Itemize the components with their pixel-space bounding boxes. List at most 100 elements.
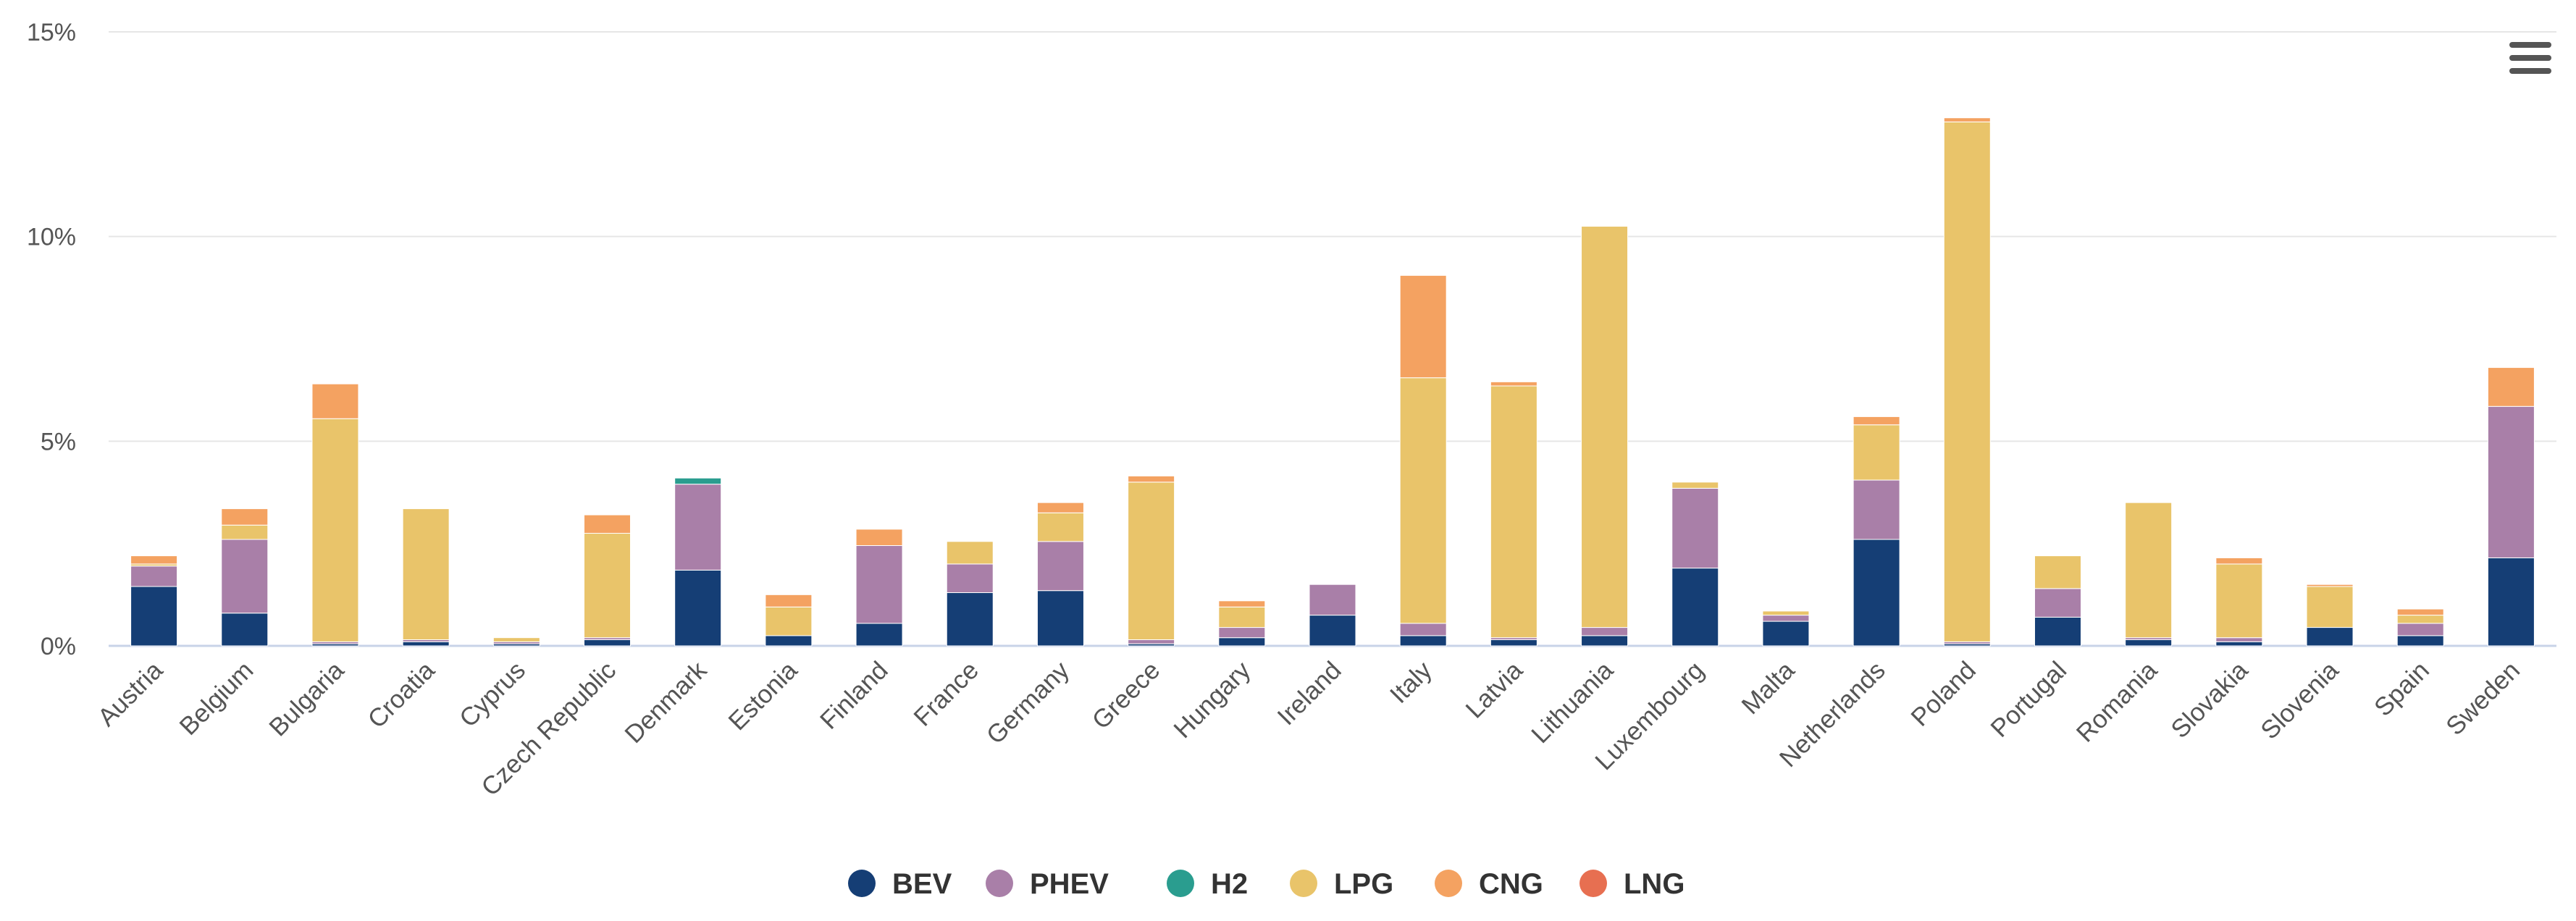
bar-latvia-bev[interactable] bbox=[1490, 639, 1537, 647]
bar-germany-cng[interactable] bbox=[1036, 502, 1084, 513]
bar-slovenia-bev[interactable] bbox=[2306, 627, 2354, 647]
legend-label: LNG bbox=[1624, 868, 1685, 900]
bar-ireland-phev[interactable] bbox=[1309, 584, 1356, 616]
bar-malta-phev[interactable] bbox=[1762, 615, 1810, 622]
bar-austria-cng[interactable] bbox=[130, 555, 178, 565]
bar-estonia-lpg[interactable] bbox=[765, 606, 813, 636]
bar-cyprus-lpg[interactable] bbox=[492, 637, 540, 642]
bar-bulgaria-cng[interactable] bbox=[311, 383, 359, 419]
bar-italy-lpg[interactable] bbox=[1399, 377, 1447, 624]
bar-lithuania-bev[interactable] bbox=[1581, 635, 1629, 647]
legend-item-lpg[interactable]: LPG bbox=[1290, 868, 1393, 900]
bar-denmark-bev[interactable] bbox=[674, 569, 722, 647]
bar-slovakia-cng[interactable] bbox=[2215, 557, 2263, 565]
bar-lithuania-lpg[interactable] bbox=[1581, 226, 1629, 628]
bar-estonia-cng[interactable] bbox=[765, 594, 813, 607]
bar-czech-republic-lpg[interactable] bbox=[584, 533, 632, 639]
bar-belgium-phev[interactable] bbox=[221, 539, 269, 614]
bar-croatia-lpg[interactable] bbox=[402, 508, 450, 641]
bar-greece-phev[interactable] bbox=[1128, 639, 1175, 644]
legend-item-cng[interactable]: CNG bbox=[1435, 868, 1543, 900]
bar-france-phev[interactable] bbox=[946, 563, 994, 594]
y-tick-label: 10% bbox=[27, 224, 76, 251]
bar-belgium-lpg[interactable] bbox=[221, 524, 269, 540]
bar-greece-cng[interactable] bbox=[1128, 475, 1175, 483]
x-tick-label: Malta bbox=[1736, 656, 1800, 720]
bar-luxembourg-lpg[interactable] bbox=[1671, 481, 1719, 489]
bar-malta-lpg[interactable] bbox=[1762, 610, 1810, 616]
bar-netherlands-cng[interactable] bbox=[1853, 416, 1900, 426]
bar-romania-bev[interactable] bbox=[2125, 639, 2173, 647]
legend-item-phev[interactable]: PHEV bbox=[986, 868, 1109, 900]
x-tick-label: Lithuania bbox=[1526, 656, 1619, 749]
bar-sweden-phev[interactable] bbox=[2487, 405, 2535, 558]
bar-netherlands-lpg[interactable] bbox=[1853, 424, 1900, 481]
x-tick-label: Romania bbox=[2071, 656, 2163, 748]
bar-hungary-bev[interactable] bbox=[1218, 637, 1266, 647]
legend-label: PHEV bbox=[1030, 868, 1109, 900]
bar-germany-phev[interactable] bbox=[1036, 541, 1084, 592]
x-tick-label: Italy bbox=[1385, 656, 1438, 709]
bar-croatia-bev[interactable] bbox=[402, 641, 450, 647]
bar-luxembourg-bev[interactable] bbox=[1671, 568, 1719, 647]
bar-sweden-bev[interactable] bbox=[2487, 557, 2535, 647]
bar-denmark-h2[interactable] bbox=[674, 477, 722, 485]
y-tick-label: 5% bbox=[41, 428, 76, 455]
bar-estonia-bev[interactable] bbox=[765, 635, 813, 647]
bar-slovakia-lpg[interactable] bbox=[2215, 563, 2263, 639]
bar-finland-bev[interactable] bbox=[855, 623, 903, 647]
bar-poland-cng[interactable] bbox=[1943, 117, 1991, 122]
bar-italy-cng[interactable] bbox=[1399, 274, 1447, 379]
bar-latvia-lpg[interactable] bbox=[1490, 385, 1537, 639]
hamburger-menu-icon[interactable] bbox=[2505, 36, 2556, 81]
legend: BEV PHEV H2 LPG CNG LNG bbox=[848, 868, 1685, 900]
bar-portugal-bev[interactable] bbox=[2034, 616, 2081, 647]
bar-netherlands-phev[interactable] bbox=[1853, 479, 1900, 540]
bar-poland-lpg[interactable] bbox=[1943, 121, 1991, 642]
bar-hungary-lpg[interactable] bbox=[1218, 606, 1266, 628]
bar-spain-phev[interactable] bbox=[2396, 623, 2444, 636]
bar-germany-lpg[interactable] bbox=[1036, 512, 1084, 542]
bar-france-bev[interactable] bbox=[946, 592, 994, 647]
bar-hungary-phev[interactable] bbox=[1218, 627, 1266, 639]
bar-belgium-cng[interactable] bbox=[221, 508, 269, 526]
bar-slovakia-bev[interactable] bbox=[2215, 641, 2263, 647]
bar-netherlands-bev[interactable] bbox=[1853, 539, 1900, 647]
bar-spain-lpg[interactable] bbox=[2396, 615, 2444, 624]
bar-slovenia-lpg[interactable] bbox=[2306, 586, 2354, 628]
bar-hungary-cng[interactable] bbox=[1218, 600, 1266, 607]
bar-latvia-cng[interactable] bbox=[1490, 381, 1537, 387]
bar-slovakia-phev[interactable] bbox=[2215, 637, 2263, 642]
bar-denmark-phev[interactable] bbox=[674, 484, 722, 571]
bar-finland-phev[interactable] bbox=[855, 544, 903, 624]
bar-lithuania-phev[interactable] bbox=[1581, 627, 1629, 636]
bar-italy-phev[interactable] bbox=[1399, 623, 1447, 636]
bar-italy-bev[interactable] bbox=[1399, 635, 1447, 647]
bar-sweden-cng[interactable] bbox=[2487, 367, 2535, 407]
bar-greece-lpg[interactable] bbox=[1128, 481, 1175, 641]
bar-finland-cng[interactable] bbox=[855, 529, 903, 546]
bar-spain-cng[interactable] bbox=[2396, 608, 2444, 616]
bar-portugal-phev[interactable] bbox=[2034, 588, 2081, 618]
bar-belgium-bev[interactable] bbox=[221, 613, 269, 647]
x-tick-label: Sweden bbox=[2441, 656, 2525, 741]
bar-bulgaria-lpg[interactable] bbox=[311, 418, 359, 642]
bar-france-lpg[interactable] bbox=[946, 541, 994, 565]
bar-czech-republic-cng[interactable] bbox=[584, 514, 632, 534]
x-tick-label: Estonia bbox=[723, 656, 803, 736]
legend-item-lng[interactable]: LNG bbox=[1579, 868, 1685, 900]
bar-romania-lpg[interactable] bbox=[2125, 502, 2173, 639]
bar-malta-bev[interactable] bbox=[1762, 621, 1810, 647]
x-tick-label: Denmark bbox=[619, 656, 712, 749]
bar-ireland-bev[interactable] bbox=[1309, 615, 1356, 647]
bar-czech-republic-bev[interactable] bbox=[584, 639, 632, 647]
bar-luxembourg-phev[interactable] bbox=[1671, 487, 1719, 569]
bar-austria-phev[interactable] bbox=[130, 565, 178, 587]
legend-item-h2[interactable]: H2 bbox=[1167, 868, 1248, 900]
bar-slovenia-cng[interactable] bbox=[2306, 584, 2354, 587]
bar-spain-bev[interactable] bbox=[2396, 635, 2444, 647]
bar-austria-bev[interactable] bbox=[130, 586, 178, 647]
legend-item-bev[interactable]: BEV bbox=[848, 868, 952, 900]
bar-germany-bev[interactable] bbox=[1036, 590, 1084, 647]
bar-portugal-lpg[interactable] bbox=[2034, 555, 2081, 589]
